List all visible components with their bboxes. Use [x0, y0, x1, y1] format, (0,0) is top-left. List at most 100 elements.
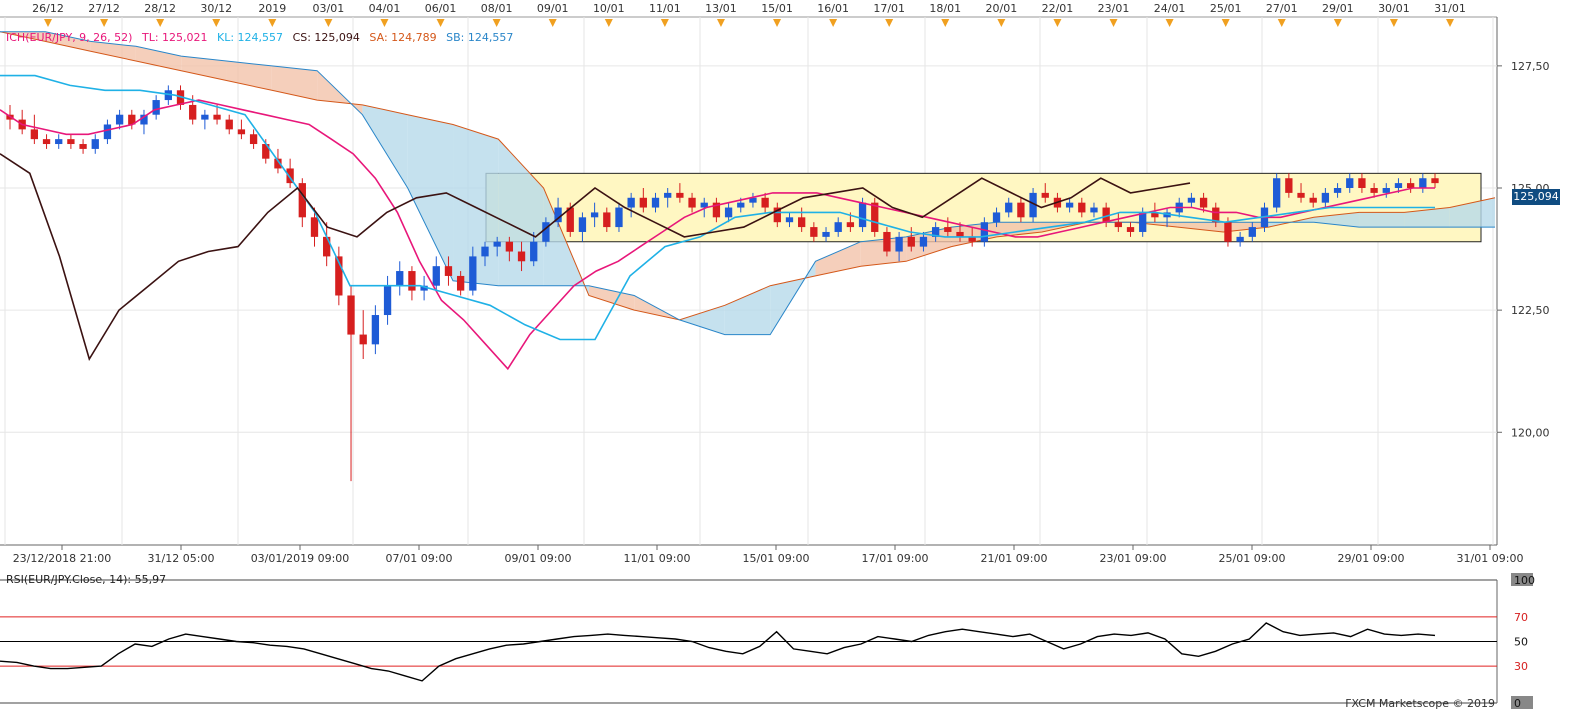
candle-body — [517, 251, 526, 262]
candle-body — [615, 207, 623, 228]
top-date-label: 25/01 — [1210, 2, 1242, 15]
candle-body — [481, 246, 489, 257]
candle-body — [737, 202, 745, 208]
candle-body — [1358, 178, 1366, 188]
top-date-label: 28/12 — [144, 2, 176, 15]
top-date-label: 17/01 — [873, 2, 905, 15]
candle-body — [907, 236, 915, 247]
candle-body — [566, 207, 574, 232]
bottom-date-label: 21/01 09:00 — [981, 552, 1048, 565]
top-date-label: 18/01 — [929, 2, 961, 15]
cloud-segment — [135, 46, 182, 71]
event-marker — [212, 19, 221, 27]
candle-body — [651, 197, 660, 208]
top-date-label: 26/12 — [32, 2, 64, 15]
top-date-label: 09/01 — [537, 2, 569, 15]
legend-span-b: SB: 124,557 — [446, 31, 514, 44]
span-a-line — [0, 31, 1496, 321]
candle-body — [590, 212, 599, 218]
event-marker — [1165, 19, 1174, 27]
legend-kijun: KL: 124,557 — [217, 31, 284, 44]
candle-body — [785, 217, 794, 223]
top-date-label: 2019 — [258, 2, 286, 15]
candle-body — [1297, 192, 1305, 198]
top-date-label: 10/01 — [593, 2, 625, 15]
cloud-segment — [1449, 197, 1495, 228]
candle-body — [1090, 207, 1098, 213]
candle-body — [1029, 192, 1037, 218]
top-date-label: 03/01 — [313, 2, 345, 15]
legend-span-a: SA: 124,789 — [369, 31, 437, 44]
candle-body — [115, 114, 124, 125]
candle-body — [773, 207, 781, 223]
candle-body — [1139, 212, 1147, 232]
bottom-date-label: 31/01 09:00 — [1457, 552, 1524, 565]
candle-body — [858, 202, 867, 228]
candle-body — [542, 222, 550, 242]
rsi-level-badge — [1511, 573, 1533, 586]
candle-body — [530, 241, 538, 262]
event-marker — [268, 19, 277, 27]
candle-body — [627, 197, 635, 208]
candle-body — [871, 202, 879, 232]
tenkan-line — [0, 99, 1435, 371]
price-tick-label: 122,50 — [1511, 304, 1550, 317]
candle-body — [603, 212, 611, 228]
candle-body — [883, 231, 891, 252]
event-marker — [997, 19, 1006, 27]
candle-body — [383, 285, 392, 316]
candle-body — [30, 129, 39, 140]
top-date-label: 20/01 — [986, 2, 1018, 15]
event-marker — [380, 19, 389, 27]
candle-body — [822, 231, 830, 237]
bottom-date-label: 25/01 09:00 — [1219, 552, 1286, 565]
candle-body — [1041, 192, 1049, 198]
candle-body — [846, 222, 855, 228]
candle-body — [639, 197, 647, 208]
bottom-date-label: 07/01 09:00 — [386, 552, 453, 565]
legend-chikou: CS: 125,094 — [292, 31, 360, 44]
rsi-level-label: 100 — [1514, 574, 1535, 587]
cloud-segment — [453, 124, 499, 286]
event-marker — [773, 19, 782, 27]
candle-body — [274, 158, 282, 169]
candle-body — [1126, 227, 1135, 232]
candle-body — [578, 217, 587, 232]
bottom-date-label: 17/01 09:00 — [862, 552, 929, 565]
candle-body — [347, 295, 355, 335]
candle-body — [749, 197, 757, 203]
bottom-date-label: 09/01 09:00 — [505, 552, 572, 565]
candle-body — [359, 334, 367, 345]
cloud-segment — [679, 305, 725, 335]
candle-body — [444, 266, 453, 276]
rsi-level-label: 30 — [1514, 660, 1528, 673]
top-date-label: 04/01 — [369, 2, 401, 15]
candle-body — [1065, 202, 1074, 208]
cloud-segment — [1223, 222, 1269, 232]
rsi-level-label: 70 — [1514, 611, 1528, 624]
top-date-label: 31/01 — [1434, 2, 1466, 15]
candle-body — [700, 202, 708, 208]
candle-body — [189, 104, 197, 120]
event-marker — [1333, 19, 1342, 27]
candle-body — [1346, 178, 1354, 188]
rsi-level-badge — [1511, 609, 1533, 623]
bottom-date-label: 29/01 09:00 — [1338, 552, 1405, 565]
legend-tenkan: TL: 125,021 — [141, 31, 208, 44]
event-marker — [885, 19, 894, 27]
event-marker — [660, 19, 669, 27]
candle-body — [371, 315, 380, 345]
event-marker — [44, 19, 52, 27]
candle-body — [712, 202, 721, 218]
cloud-segment — [90, 41, 136, 61]
event-marker — [1277, 19, 1286, 27]
candle-body — [164, 90, 172, 101]
candle-body — [956, 231, 964, 237]
candle-body — [1224, 222, 1232, 242]
cloud-segment — [362, 104, 408, 188]
event-marker — [100, 19, 109, 27]
rsi-legend: RSI(EUR/JPY.Close, 14): 55,97 — [6, 573, 167, 586]
candle-body — [128, 114, 136, 125]
candle-body — [103, 124, 112, 140]
